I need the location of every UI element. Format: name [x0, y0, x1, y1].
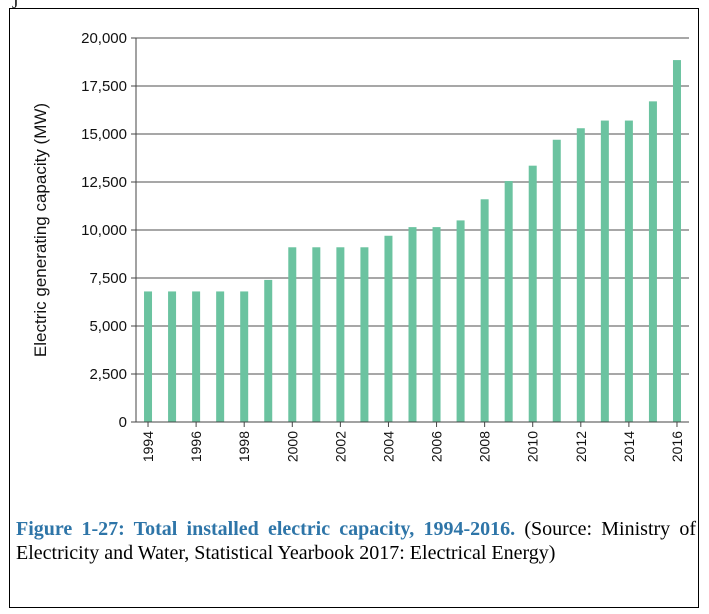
bar-1999	[264, 279, 273, 422]
bars	[144, 60, 681, 423]
x-tick-labels: 1994 1996 1998 2000 2002 2004 2006 2008 2010 2012…	[140, 422, 685, 462]
y-tick-labels: 0 2,500 5,000 7,500 10,000 12,500 15,000 17,500…	[81, 30, 127, 431]
y-tick-label: 20,000	[81, 30, 127, 47]
x-tick-label: 2000	[284, 431, 300, 462]
bar-2011	[552, 139, 561, 422]
y-tick-label: 12,500	[81, 174, 127, 191]
caption-lead: Figure 1-27: Total installed electric ca…	[16, 518, 516, 540]
x-tick-label: 2012	[573, 431, 589, 462]
bar-chart: 0 2,500 5,000 7,500 10,000 12,500 15,000 17,500…	[31, 30, 689, 462]
bar-2000	[288, 247, 297, 422]
gridlines	[131, 37, 689, 423]
bar-2001	[312, 247, 321, 422]
y-tick-label: 0	[119, 414, 127, 431]
bar-2003	[360, 247, 369, 422]
x-tick-label: 1998	[236, 431, 252, 462]
axes	[135, 38, 689, 423]
bar-1998	[240, 291, 249, 422]
bar-2008	[480, 199, 489, 422]
bar-2006	[432, 227, 441, 422]
y-tick-label: 2,500	[89, 366, 127, 383]
x-tick-label: 2010	[525, 431, 541, 462]
bar-2002	[336, 247, 345, 422]
y-tick-label: 10,000	[81, 222, 127, 239]
x-tick-label: 2006	[429, 431, 445, 462]
x-tick-label: 1994	[140, 431, 156, 462]
y-axis-title: Electric generating capacity (MW)	[31, 103, 50, 357]
x-tick-label: 2014	[621, 431, 637, 462]
caption-body: (Source: Ministry of Electricity and Wat…	[16, 518, 697, 564]
figure-caption: Figure 1-27: Total installed electric ca…	[16, 517, 696, 565]
bar-2014	[624, 120, 633, 422]
bar-1997	[216, 291, 225, 422]
bar-2007	[456, 220, 465, 422]
y-tick-label: 5,000	[89, 318, 127, 335]
bar-2009	[504, 181, 513, 422]
bar-2012	[576, 128, 585, 422]
x-tick-label: 2004	[380, 431, 396, 462]
page-fragment-text: J	[12, 0, 19, 12]
bar-2005	[408, 227, 417, 422]
x-tick-label: 1996	[188, 431, 204, 462]
y-tick-label: 7,500	[89, 270, 127, 287]
bar-1996	[192, 291, 201, 422]
bar-2010	[528, 165, 537, 422]
y-tick-label: 15,000	[81, 126, 127, 143]
x-tick-label: 2016	[669, 431, 685, 462]
bar-2015	[648, 101, 657, 423]
y-tick-label: 17,500	[81, 78, 127, 95]
bar-2013	[600, 120, 609, 422]
bar-2004	[384, 235, 393, 422]
x-tick-label: 2002	[332, 431, 348, 462]
figure-frame: J 0 2,500 5,000 7,500 10,000 12,500 15,000 17,5…	[9, 0, 699, 608]
bar-1994	[144, 291, 153, 422]
bar-2016	[672, 60, 681, 423]
x-tick-label: 2008	[477, 431, 493, 462]
bar-1995	[168, 291, 177, 422]
